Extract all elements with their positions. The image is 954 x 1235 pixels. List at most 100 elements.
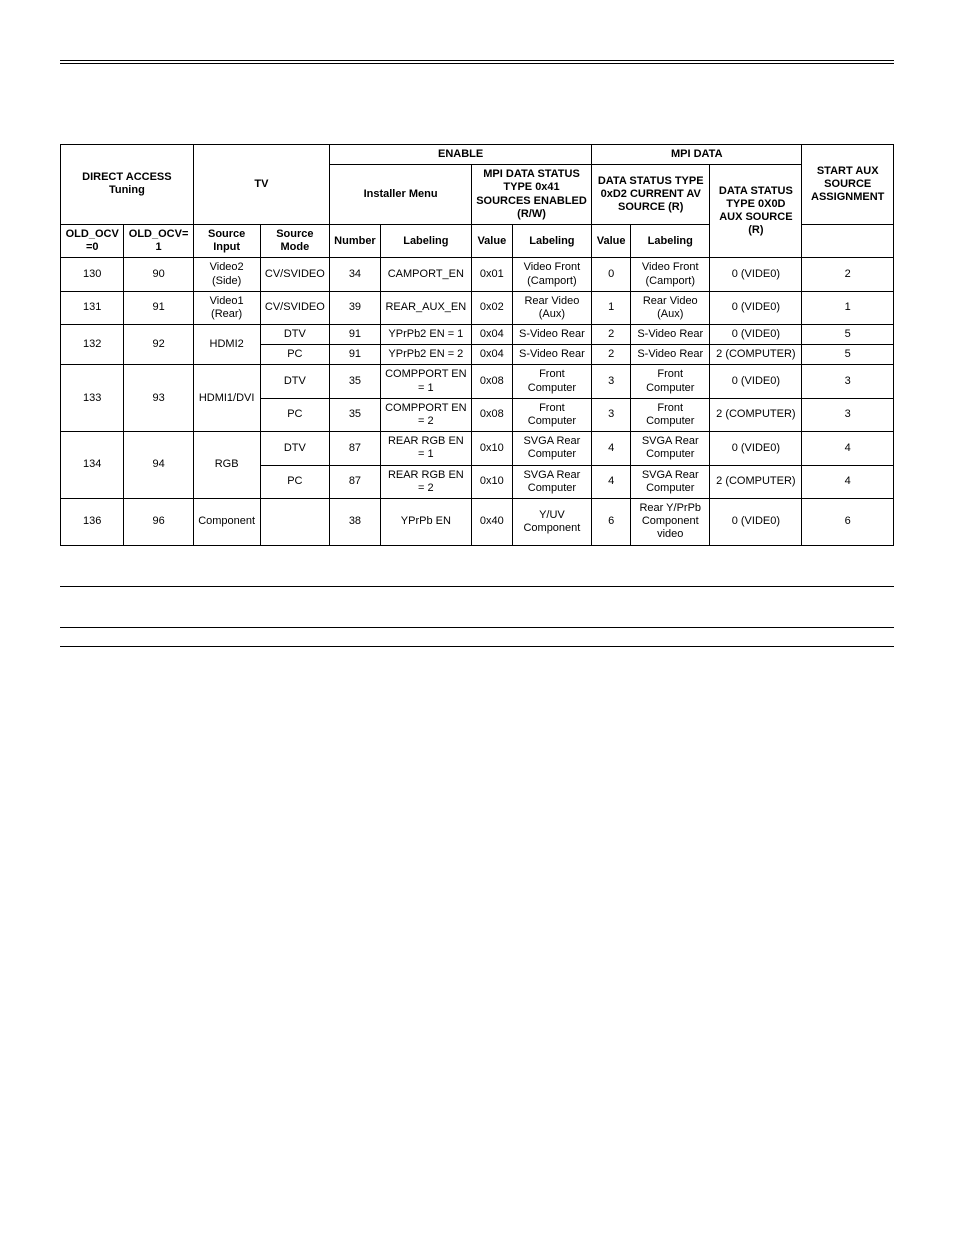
cell-src-mode: PC [260, 465, 330, 498]
hdr-source-mode: Source Mode [260, 224, 330, 257]
hdr-empty-assign [802, 224, 894, 257]
cell-l2: Rear Video (Aux) [631, 291, 710, 324]
cell-src-mode: PC [260, 345, 330, 365]
cell-ocv0: 133 [61, 365, 124, 432]
cell-v2: 4 [592, 432, 631, 465]
cell-ocv0: 134 [61, 432, 124, 499]
cell-ocv1: 96 [124, 498, 193, 545]
cell-v2: 6 [592, 498, 631, 545]
cell-src-mode: DTV [260, 432, 330, 465]
source-mapping-table: DIRECT ACCESS Tuning TV ENABLE MPI DATA … [60, 144, 894, 546]
cell-im-label: REAR_AUX_EN [380, 291, 471, 324]
cell-v1: 0x01 [471, 258, 512, 291]
hdr-ocv1: OLD_OCV= 1 [124, 224, 193, 257]
cell-src-input: HDMI2 [193, 325, 260, 365]
cell-assign: 3 [802, 365, 894, 398]
cell-l2: Video Front (Camport) [631, 258, 710, 291]
hdr-labeling: Labeling [380, 224, 471, 257]
hdr-number: Number [330, 224, 381, 257]
cell-src-input: Component [193, 498, 260, 545]
cell-src-mode: DTV [260, 325, 330, 345]
cell-aux: 2 (COMPUTER) [710, 345, 802, 365]
hdr-enable: ENABLE [330, 145, 592, 165]
cell-v1: 0x08 [471, 398, 512, 431]
cell-l1: S-Video Rear [512, 325, 591, 345]
cell-num: 91 [330, 345, 381, 365]
cell-num: 35 [330, 398, 381, 431]
cell-aux: 0 (VIDE0) [710, 291, 802, 324]
table-row: 132 92 HDMI2 DTV 91 YPrPb2 EN = 1 0x04 S… [61, 325, 894, 345]
cell-im-label: REAR RGB EN = 1 [380, 432, 471, 465]
hdr-value2: Value [592, 224, 631, 257]
table-row: 136 96 Component 38 YPrPb EN 0x40 Y/UV C… [61, 498, 894, 545]
hdr-0d2: DATA STATUS TYPE 0xD2 CURRENT AV SOURCE … [592, 165, 710, 225]
cell-src-input: HDMI1/DVI [193, 365, 260, 432]
cell-ocv0: 131 [61, 291, 124, 324]
cell-l2: Front Computer [631, 398, 710, 431]
cell-l2: Rear Y/PrPb Component video [631, 498, 710, 545]
table-row: 134 94 RGB DTV 87 REAR RGB EN = 1 0x10 S… [61, 432, 894, 465]
cell-assign: 3 [802, 398, 894, 431]
cell-l2: S-Video Rear [631, 345, 710, 365]
cell-ocv1: 90 [124, 258, 193, 291]
cell-im-label: COMPPORT EN = 1 [380, 365, 471, 398]
cell-ocv0: 130 [61, 258, 124, 291]
cell-ocv1: 94 [124, 432, 193, 499]
cell-im-label: YPrPb2 EN = 1 [380, 325, 471, 345]
table-row: 131 91 Video1 (Rear) CV/SVIDEO 39 REAR_A… [61, 291, 894, 324]
cell-l2: SVGA Rear Computer [631, 465, 710, 498]
cell-im-label: CAMPORT_EN [380, 258, 471, 291]
cell-src-mode: CV/SVIDEO [260, 291, 330, 324]
cell-l1: S-Video Rear [512, 345, 591, 365]
cell-aux: 2 (COMPUTER) [710, 465, 802, 498]
cell-v2: 3 [592, 398, 631, 431]
table-row: 130 90 Video2 (Side) CV/SVIDEO 34 CAMPOR… [61, 258, 894, 291]
cell-src-mode: PC [260, 398, 330, 431]
cell-num: 87 [330, 432, 381, 465]
cell-aux: 0 (VIDE0) [710, 325, 802, 345]
cell-src-input: RGB [193, 432, 260, 499]
hdr-tv: TV [193, 145, 329, 225]
cell-src-mode: CV/SVIDEO [260, 258, 330, 291]
cell-v1: 0x10 [471, 465, 512, 498]
cell-l1: Front Computer [512, 398, 591, 431]
cell-src-mode: DTV [260, 365, 330, 398]
cell-v2: 2 [592, 345, 631, 365]
cell-v1: 0x08 [471, 365, 512, 398]
cell-num: 38 [330, 498, 381, 545]
hdr-direct-access: DIRECT ACCESS Tuning [61, 145, 194, 225]
document-page: DIRECT ACCESS Tuning TV ENABLE MPI DATA … [0, 0, 954, 707]
cell-v2: 2 [592, 325, 631, 345]
cell-l1: Front Computer [512, 365, 591, 398]
cell-assign: 4 [802, 465, 894, 498]
cell-l1: SVGA Rear Computer [512, 432, 591, 465]
cell-v1: 0x04 [471, 325, 512, 345]
cell-aux: 0 (VIDE0) [710, 432, 802, 465]
cell-ocv1: 91 [124, 291, 193, 324]
cell-assign: 2 [802, 258, 894, 291]
cell-num: 39 [330, 291, 381, 324]
hdr-start-aux: START AUX SOURCE ASSIGNMENT [802, 145, 894, 225]
cell-num: 35 [330, 365, 381, 398]
cell-ocv1: 92 [124, 325, 193, 365]
hdr-labeling3: Labeling [631, 224, 710, 257]
cell-aux: 0 (VIDE0) [710, 365, 802, 398]
top-double-rule [60, 60, 894, 64]
cell-v2: 3 [592, 365, 631, 398]
cell-im-label: YPrPb2 EN = 2 [380, 345, 471, 365]
cell-l1: Rear Video (Aux) [512, 291, 591, 324]
cell-assign: 4 [802, 432, 894, 465]
hdr-mpi-041: MPI DATA STATUS TYPE 0x41 SOURCES ENABLE… [471, 165, 591, 225]
cell-src-mode [260, 498, 330, 545]
cell-im-label: REAR RGB EN = 2 [380, 465, 471, 498]
cell-num: 34 [330, 258, 381, 291]
cell-assign: 1 [802, 291, 894, 324]
cell-aux: 0 (VIDE0) [710, 258, 802, 291]
cell-src-input: Video1 (Rear) [193, 291, 260, 324]
header-row-1: DIRECT ACCESS Tuning TV ENABLE MPI DATA … [61, 145, 894, 165]
cell-src-input: Video2 (Side) [193, 258, 260, 291]
hdr-0x0d: DATA STATUS TYPE 0X0D AUX SOURCE (R) [710, 165, 802, 258]
cell-ocv0: 132 [61, 325, 124, 365]
bottom-rules [60, 586, 894, 647]
cell-v2: 0 [592, 258, 631, 291]
